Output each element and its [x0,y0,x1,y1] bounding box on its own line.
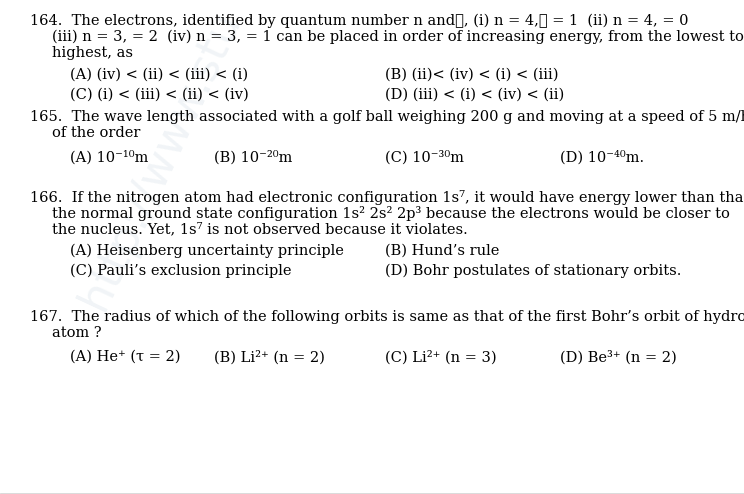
Text: 166.  If the nitrogen atom had electronic configuration 1s⁷, it would have energ: 166. If the nitrogen atom had electronic… [30,190,744,205]
Text: (B) (ii)< (iv) < (i) < (iii): (B) (ii)< (iv) < (i) < (iii) [385,68,559,82]
Text: 165.  The wave length associated with a golf ball weighing 200 g and moving at a: 165. The wave length associated with a g… [30,110,744,124]
Text: (D) Be³⁺ (n = 2): (D) Be³⁺ (n = 2) [560,350,677,365]
Text: (C) 10⁻³⁰m: (C) 10⁻³⁰m [385,150,464,165]
Text: the nucleus. Yet, 1s⁷ is not observed because it violates.: the nucleus. Yet, 1s⁷ is not observed be… [52,222,468,236]
Text: highest, as: highest, as [52,46,133,60]
Text: (C) Li²⁺ (n = 3): (C) Li²⁺ (n = 3) [385,350,497,365]
Text: (A) 10⁻¹⁰m: (A) 10⁻¹⁰m [70,150,148,165]
Text: (C) Pauli’s exclusion principle: (C) Pauli’s exclusion principle [70,264,292,279]
Text: the normal ground state configuration 1s² 2s² 2p³ because the electrons would be: the normal ground state configuration 1s… [52,206,730,221]
Text: (D) 10⁻⁴⁰m.: (D) 10⁻⁴⁰m. [560,150,644,165]
Text: (A) He⁺ (τ = 2): (A) He⁺ (τ = 2) [70,350,181,364]
Text: atom ?: atom ? [52,326,102,340]
Text: (B) Li²⁺ (n = 2): (B) Li²⁺ (n = 2) [214,350,325,365]
Text: 164.  The electrons, identified by quantum number n andℓ, (i) n = 4,ℓ = 1  (ii) : 164. The electrons, identified by quantu… [30,14,688,28]
Text: (D) (iii) < (i) < (iv) < (ii): (D) (iii) < (i) < (iv) < (ii) [385,88,564,102]
Text: (A) (iv) < (ii) < (iii) < (i): (A) (iv) < (ii) < (iii) < (i) [70,68,248,82]
Text: (B) 10⁻²⁰m: (B) 10⁻²⁰m [214,150,292,165]
Text: (A) Heisenberg uncertainty principle: (A) Heisenberg uncertainty principle [70,244,344,258]
Text: 167.  The radius of which of the following orbits is same as that of the first B: 167. The radius of which of the followin… [30,310,744,324]
Text: (D) Bohr postulates of stationary orbits.: (D) Bohr postulates of stationary orbits… [385,264,682,279]
Text: (B) Hund’s rule: (B) Hund’s rule [385,244,499,258]
Text: http://www.stu: http://www.stu [72,4,248,316]
Text: (C) (i) < (iii) < (ii) < (iv): (C) (i) < (iii) < (ii) < (iv) [70,88,248,102]
Text: (iii) n = 3, = 2  (iv) n = 3, = 1 can be placed in order of increasing energy, f: (iii) n = 3, = 2 (iv) n = 3, = 1 can be … [52,30,744,44]
Text: of the order: of the order [52,126,141,140]
